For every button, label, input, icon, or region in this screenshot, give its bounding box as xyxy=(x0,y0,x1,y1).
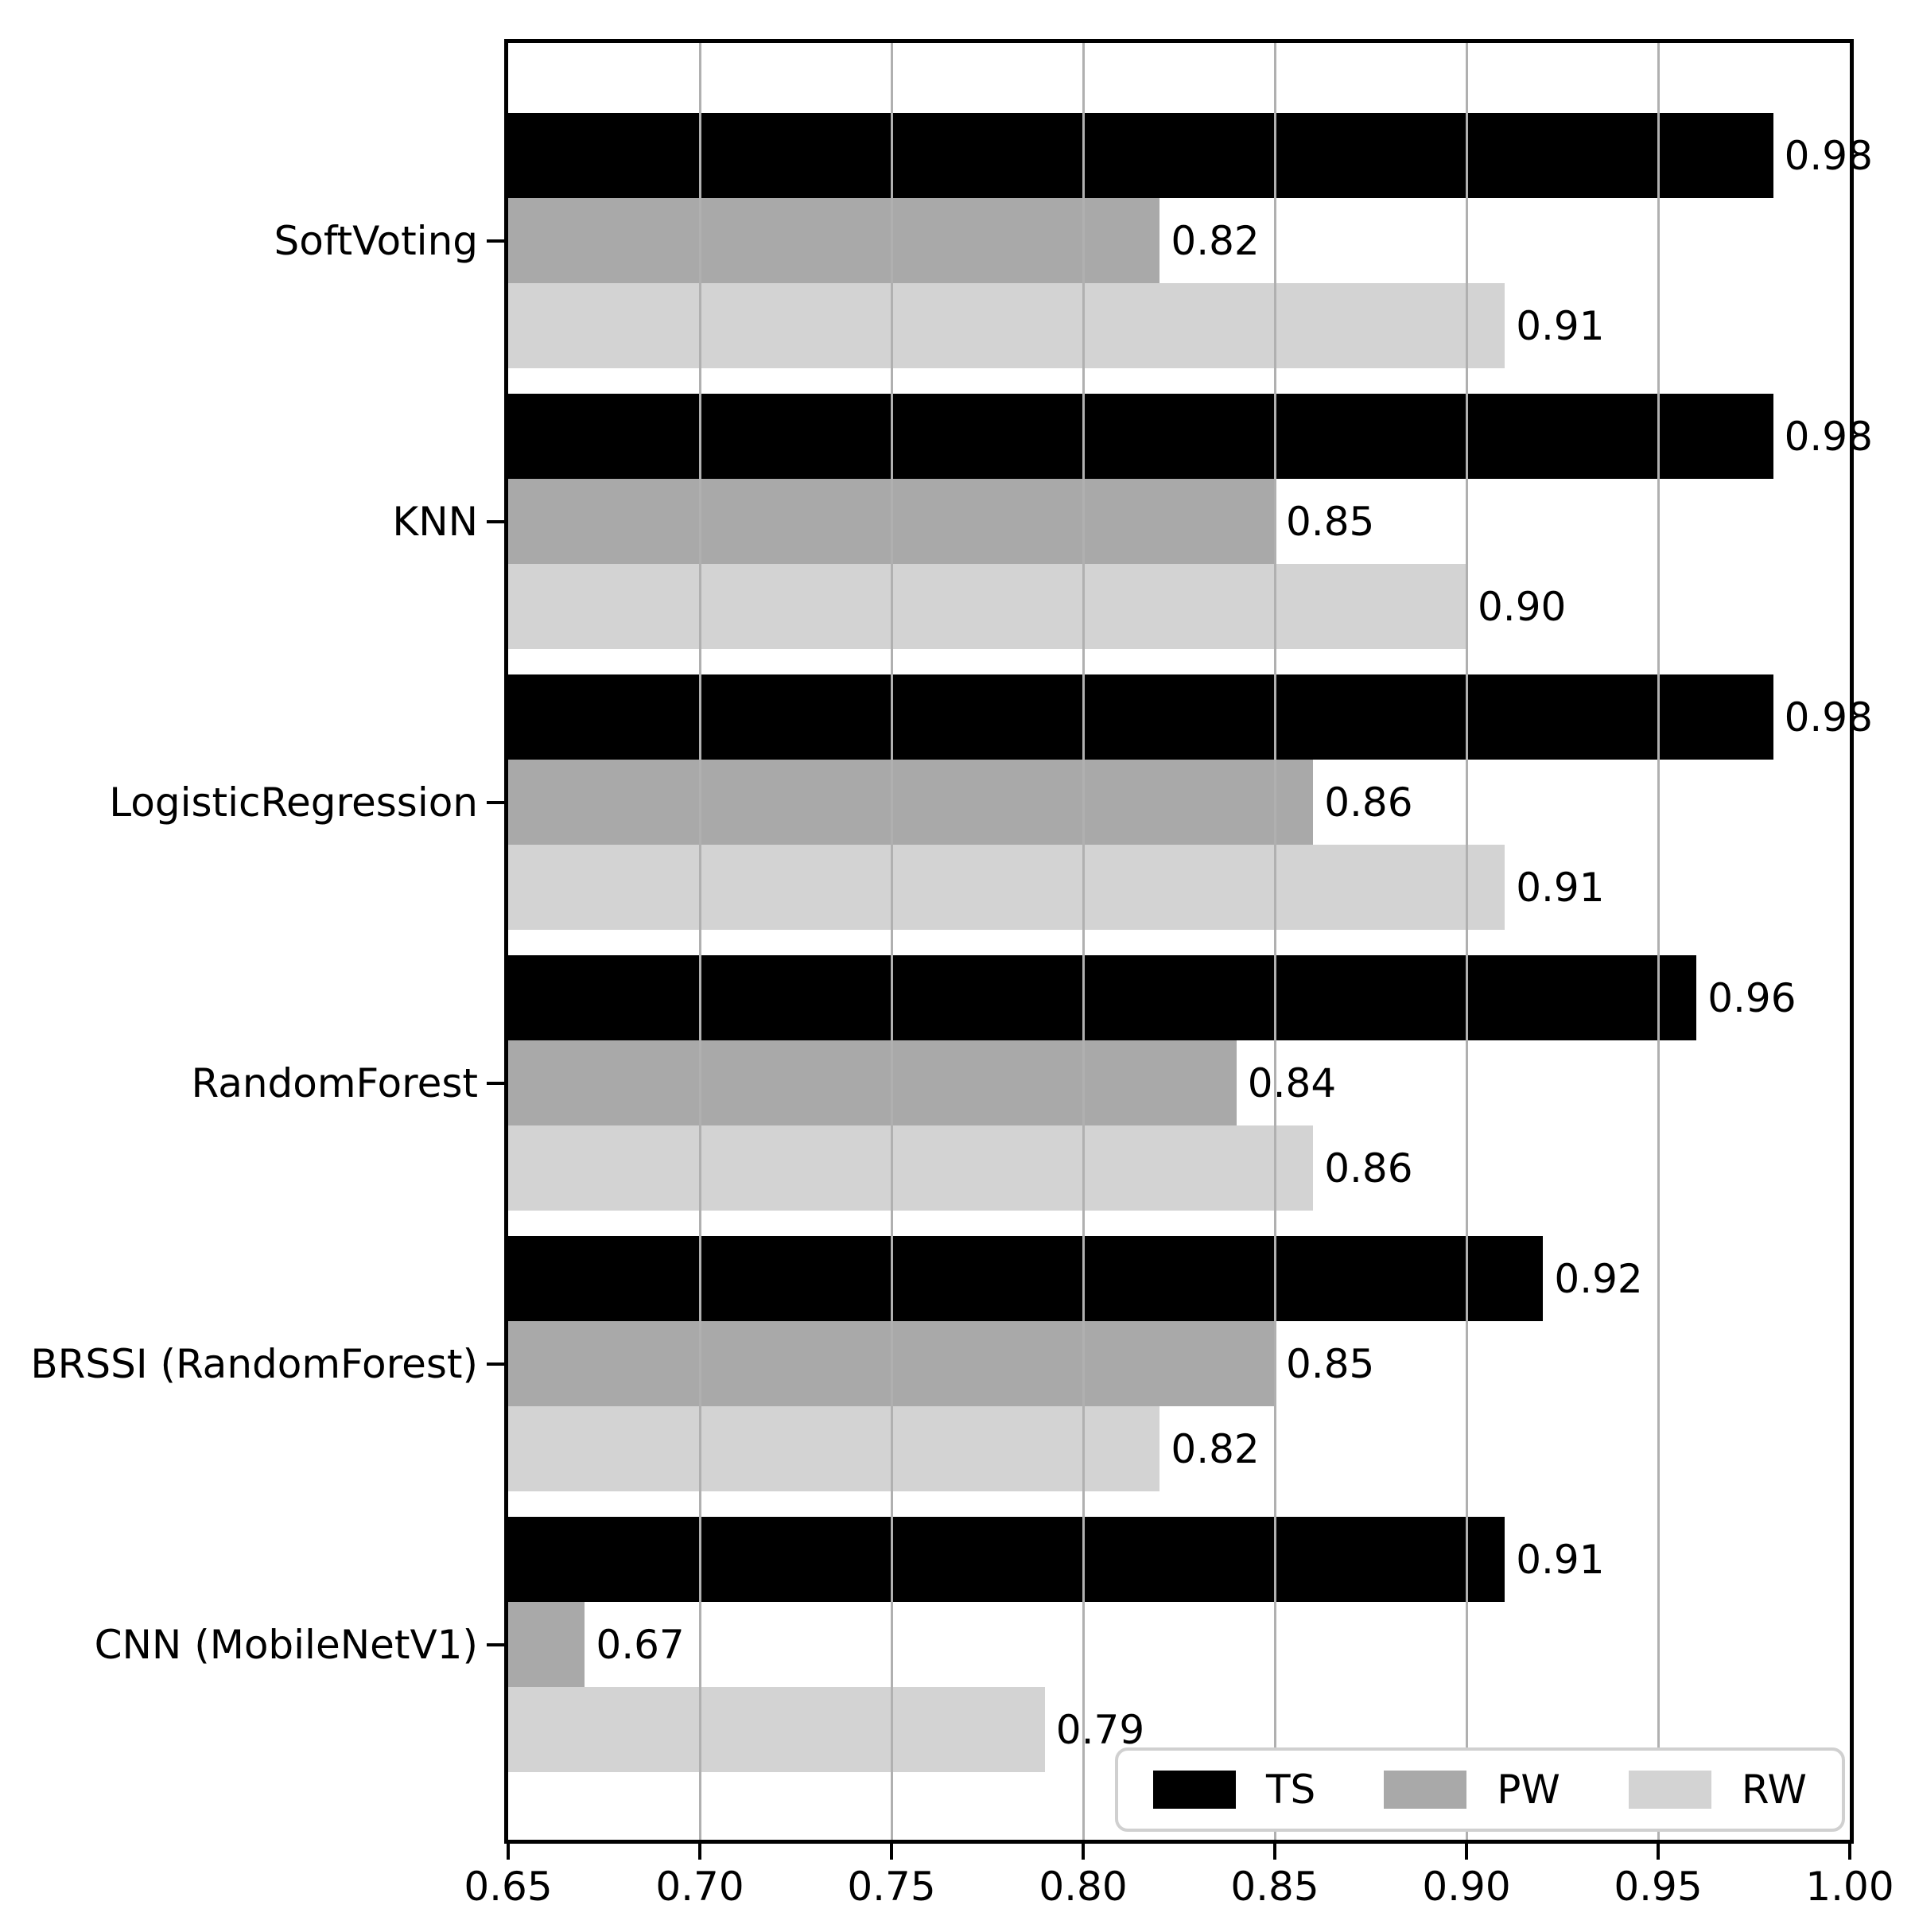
value-label: 0.86 xyxy=(1324,779,1413,826)
legend-item-ts: TS xyxy=(1153,1770,1315,1810)
gridline xyxy=(1082,43,1085,1840)
value-label: 0.90 xyxy=(1478,583,1567,630)
x-tick-label: 1.00 xyxy=(1805,1864,1894,1910)
y-tick xyxy=(487,1081,504,1085)
x-tick xyxy=(1848,1844,1851,1860)
legend-label-rw: RW xyxy=(1741,1767,1807,1813)
y-tick xyxy=(487,1362,504,1366)
x-tick xyxy=(1465,1844,1468,1860)
y-tick xyxy=(487,239,504,243)
y-tick xyxy=(487,519,504,523)
x-tick xyxy=(1657,1844,1660,1860)
bar-ts xyxy=(508,113,1773,198)
bar-ts xyxy=(508,674,1773,760)
legend-label-ts: TS xyxy=(1266,1767,1316,1813)
bar-ts xyxy=(508,1517,1505,1602)
legend-swatch-ts xyxy=(1153,1771,1236,1809)
category-label: LogisticRegression xyxy=(109,779,478,826)
gridline xyxy=(698,43,701,1840)
bar-rw xyxy=(508,283,1505,368)
bar-pw xyxy=(508,1602,585,1687)
legend-swatch-pw xyxy=(1384,1771,1467,1809)
bar-pw xyxy=(508,1040,1237,1125)
value-label: 0.79 xyxy=(1055,1706,1145,1753)
value-label: 0.85 xyxy=(1286,498,1375,545)
x-tick-label: 0.75 xyxy=(847,1864,936,1910)
value-label: 0.85 xyxy=(1286,1340,1375,1387)
category-label: CNN (MobileNetV1) xyxy=(94,1621,478,1668)
x-tick-label: 0.95 xyxy=(1614,1864,1703,1910)
bar-pw xyxy=(508,198,1160,283)
value-label: 0.91 xyxy=(1516,302,1605,349)
value-label: 0.96 xyxy=(1707,974,1797,1021)
x-tick xyxy=(1273,1844,1276,1860)
category-label: KNN xyxy=(392,498,478,545)
legend-label-pw: PW xyxy=(1497,1767,1560,1813)
legend-swatch-rw xyxy=(1628,1771,1711,1809)
x-tick-label: 0.85 xyxy=(1230,1864,1319,1910)
x-tick-label: 0.80 xyxy=(1039,1864,1128,1910)
value-label: 0.92 xyxy=(1554,1255,1643,1302)
value-label: 0.98 xyxy=(1784,132,1873,179)
bar-rw xyxy=(508,1687,1045,1772)
legend-item-rw: RW xyxy=(1628,1767,1807,1813)
y-tick xyxy=(487,800,504,804)
value-label: 0.91 xyxy=(1516,1536,1605,1583)
bar-rw xyxy=(508,564,1466,649)
value-label: 0.98 xyxy=(1784,413,1873,460)
legend-item-pw: PW xyxy=(1384,1770,1560,1810)
value-label: 0.86 xyxy=(1324,1145,1413,1191)
x-tick-label: 0.65 xyxy=(464,1864,553,1910)
category-label: RandomForest xyxy=(191,1059,478,1106)
bar-rw xyxy=(508,845,1505,930)
value-label: 0.67 xyxy=(596,1621,685,1668)
value-label: 0.84 xyxy=(1247,1059,1337,1106)
y-tick xyxy=(487,1642,504,1646)
value-label: 0.98 xyxy=(1784,694,1873,741)
value-label: 0.82 xyxy=(1171,217,1260,264)
value-label: 0.91 xyxy=(1516,864,1605,911)
gridline xyxy=(890,43,893,1840)
bar-rw xyxy=(508,1125,1314,1211)
value-label: 0.82 xyxy=(1171,1425,1260,1472)
category-label: BRSSI (RandomForest) xyxy=(30,1340,478,1387)
bar-ts xyxy=(508,394,1773,479)
bar-ts xyxy=(508,955,1697,1040)
gridline xyxy=(1465,43,1468,1840)
x-tick xyxy=(698,1844,701,1860)
plot-area: TS PW RW 0.65 0.70 0.75 0.80 0.85 0.90 0.95 1.0… xyxy=(30,39,1894,1907)
bar-ts xyxy=(508,1236,1544,1321)
gridline xyxy=(1657,43,1660,1840)
x-tick xyxy=(507,1844,510,1860)
gridline xyxy=(1273,43,1276,1840)
category-label: SoftVoting xyxy=(274,217,479,264)
legend: TS PW RW xyxy=(1115,1747,1845,1832)
x-tick xyxy=(1082,1844,1085,1860)
bar-pw xyxy=(508,760,1314,845)
x-tick-label: 0.70 xyxy=(655,1864,744,1910)
x-tick-label: 0.90 xyxy=(1422,1864,1511,1910)
bar-rw xyxy=(508,1406,1160,1491)
x-tick xyxy=(890,1844,893,1860)
